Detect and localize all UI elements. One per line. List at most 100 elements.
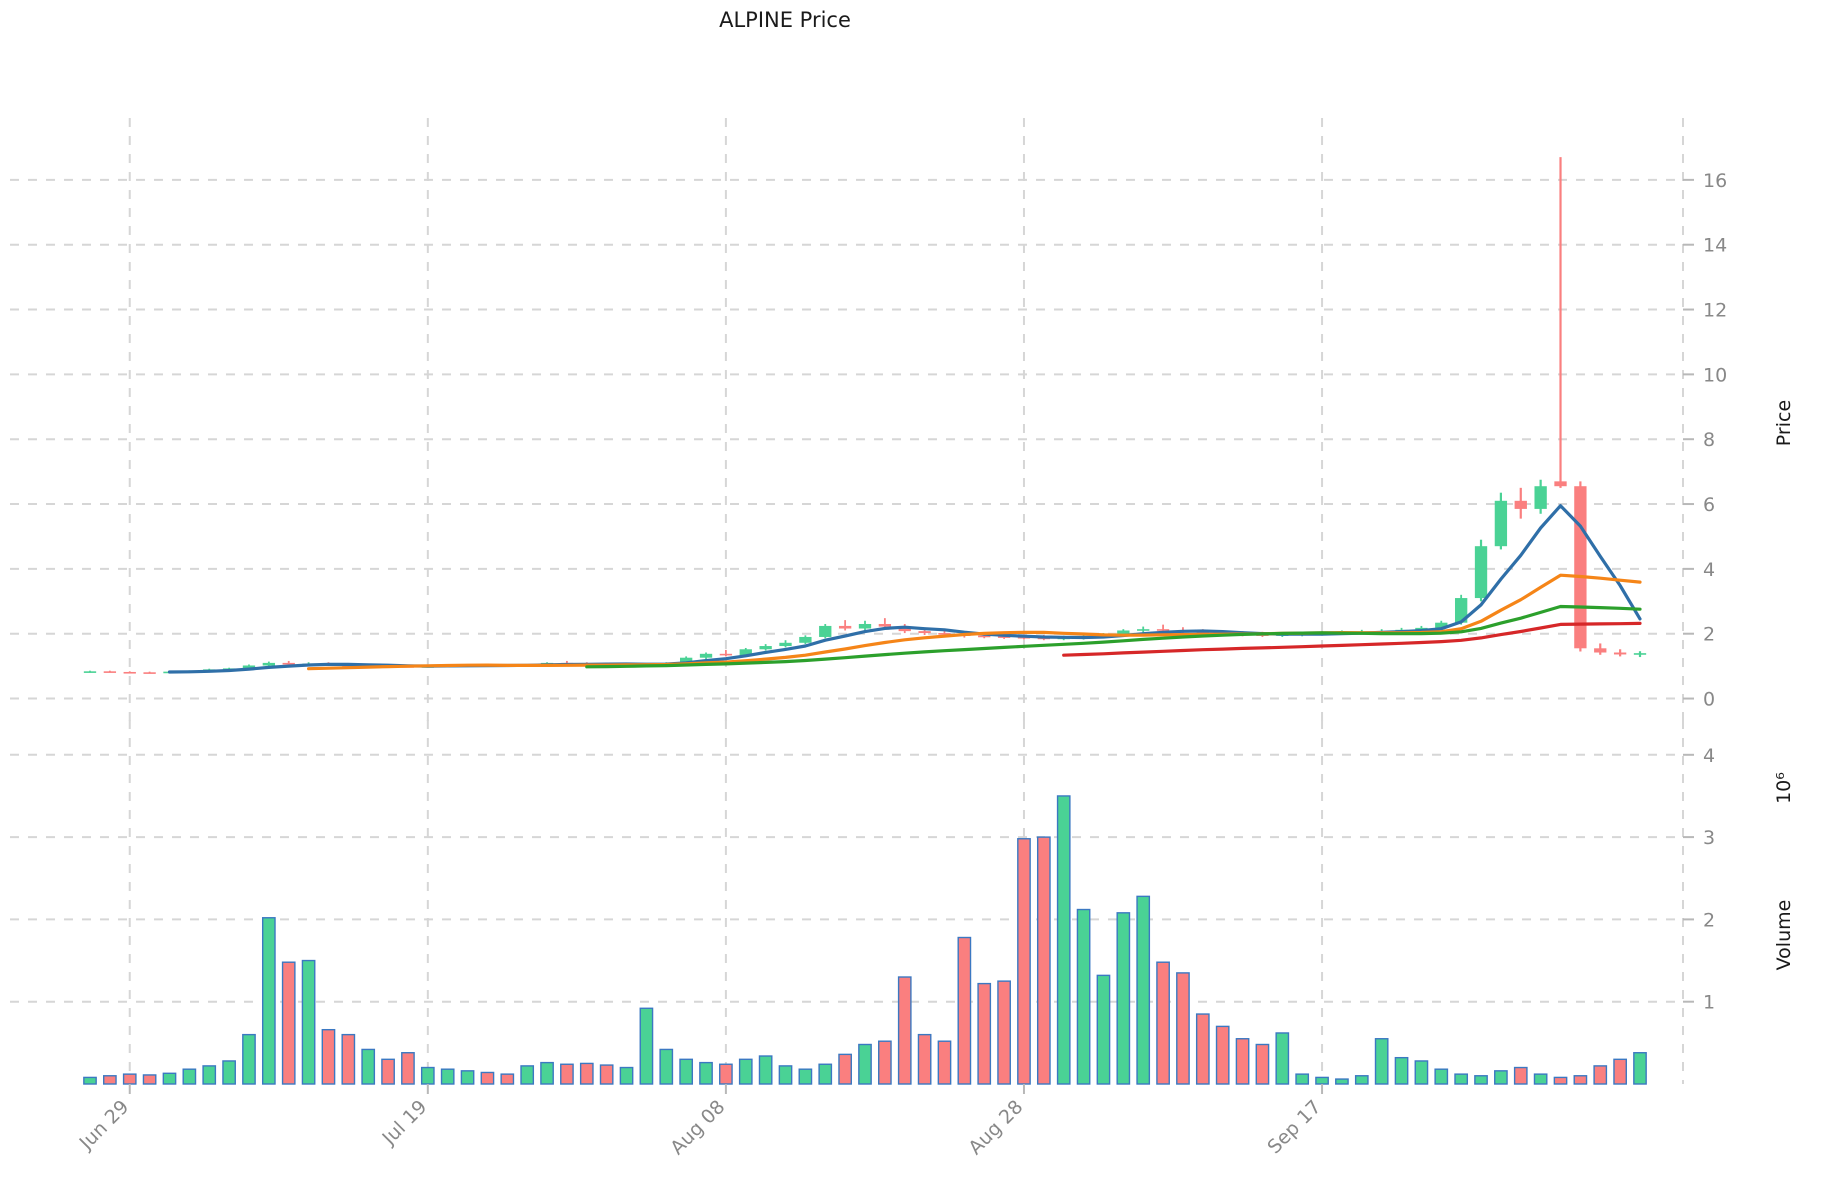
price-candles-layer [83,157,1647,674]
candle [1534,479,1547,514]
volume-bar [1096,974,1111,1085]
volume-bar [977,982,992,1085]
ma-line [307,573,1642,671]
candle [759,644,772,651]
volume-bar [202,1065,217,1085]
candle [799,635,812,645]
volume-bar [222,1060,236,1085]
volume-bar [1076,908,1091,1085]
volume-bar [540,1061,554,1085]
volume-bar [957,936,972,1085]
volume-tick-label: 3 [1703,827,1715,849]
volume-bar [937,1040,952,1085]
volume-bar [1036,836,1051,1085]
volume-bar [381,1058,395,1085]
volume-bar [1136,895,1151,1085]
candle [103,670,117,673]
price-tick-label: 4 [1703,559,1715,581]
ma-line [585,604,1642,669]
volume-bar [261,917,276,1085]
volume-bar [1295,1073,1310,1085]
volume-bar [1315,1076,1329,1085]
candle [699,652,713,659]
x-tick-label: Jun 29 [75,1096,134,1155]
volume-bar [520,1065,535,1085]
volume-bar [1195,1013,1210,1085]
moving-average-layer [167,504,1642,674]
candle [819,623,832,639]
volume-bar [758,1055,773,1085]
volume-bar [1116,912,1131,1085]
price-tick-label: 0 [1703,689,1715,711]
volume-bar [1156,961,1170,1085]
volume-bar [1374,1038,1389,1085]
volume-bar [1434,1068,1449,1085]
volume-bar [281,961,296,1085]
candle [878,618,892,629]
volume-bar [460,1070,475,1085]
x-tick-label: Sep 17 [1263,1096,1325,1158]
volume-bar [242,1033,256,1085]
candle [1594,643,1607,655]
candle [1494,492,1508,550]
volume-tick-label: 4 [1703,745,1715,767]
price-tick-label: 10 [1703,364,1727,386]
volume-bar [639,1007,654,1085]
volume-bar [83,1076,97,1085]
candle [1574,481,1587,652]
volume-bar [1056,795,1071,1085]
candle [1514,487,1527,519]
candle [143,671,156,674]
volume-exponent-label: 10⁶ [1773,772,1795,804]
volume-bar [1593,1065,1608,1085]
volume-bar [1513,1066,1528,1085]
volume-bar [1394,1056,1409,1085]
volume-bar [301,959,316,1085]
ma-line [167,504,1642,674]
x-tick-label: Jul 19 [378,1096,432,1150]
volume-bar [699,1061,713,1085]
x-tick-label: Aug 28 [964,1096,1027,1159]
volume-bar [162,1072,177,1085]
ma-line [1062,621,1642,657]
volume-bar [1255,1043,1270,1085]
volume-bar [1494,1070,1508,1085]
volume-bar [599,1064,614,1085]
candle [719,649,733,657]
price-tick-label: 6 [1703,494,1715,516]
volume-bar [858,1043,872,1085]
volume-bar [420,1066,435,1085]
volume-bar [1017,838,1031,1085]
x-tick-label: Aug 08 [666,1096,729,1159]
volume-bar [480,1071,495,1085]
volume-bar [1633,1052,1647,1085]
candle [1156,624,1170,632]
volume-bar [1354,1075,1369,1085]
price-tick-label: 16 [1703,170,1727,192]
volume-bar [1613,1058,1627,1085]
volume-bar [1235,1038,1250,1085]
candle [1554,157,1567,488]
volume-bar [122,1073,137,1085]
volume-bar [818,1063,833,1085]
candle [838,620,852,631]
candle [779,640,792,648]
volume-bar [659,1048,674,1085]
volume-bar [1474,1075,1488,1085]
volume-bar [679,1058,694,1085]
volume-bar [1454,1073,1469,1085]
volume-bar [619,1066,634,1085]
volume-bar [1533,1073,1548,1085]
volume-bar [440,1068,455,1085]
volume-bar [1335,1078,1349,1085]
volume-bar [838,1053,852,1085]
volume-bar [560,1063,574,1085]
candle [123,671,136,674]
volume-bar [917,1033,932,1085]
volume-axis-title: Volume [1773,900,1795,971]
volume-bar [778,1065,793,1085]
volume-bar [579,1062,594,1085]
candle [1633,651,1647,658]
volume-bar [1414,1060,1429,1085]
